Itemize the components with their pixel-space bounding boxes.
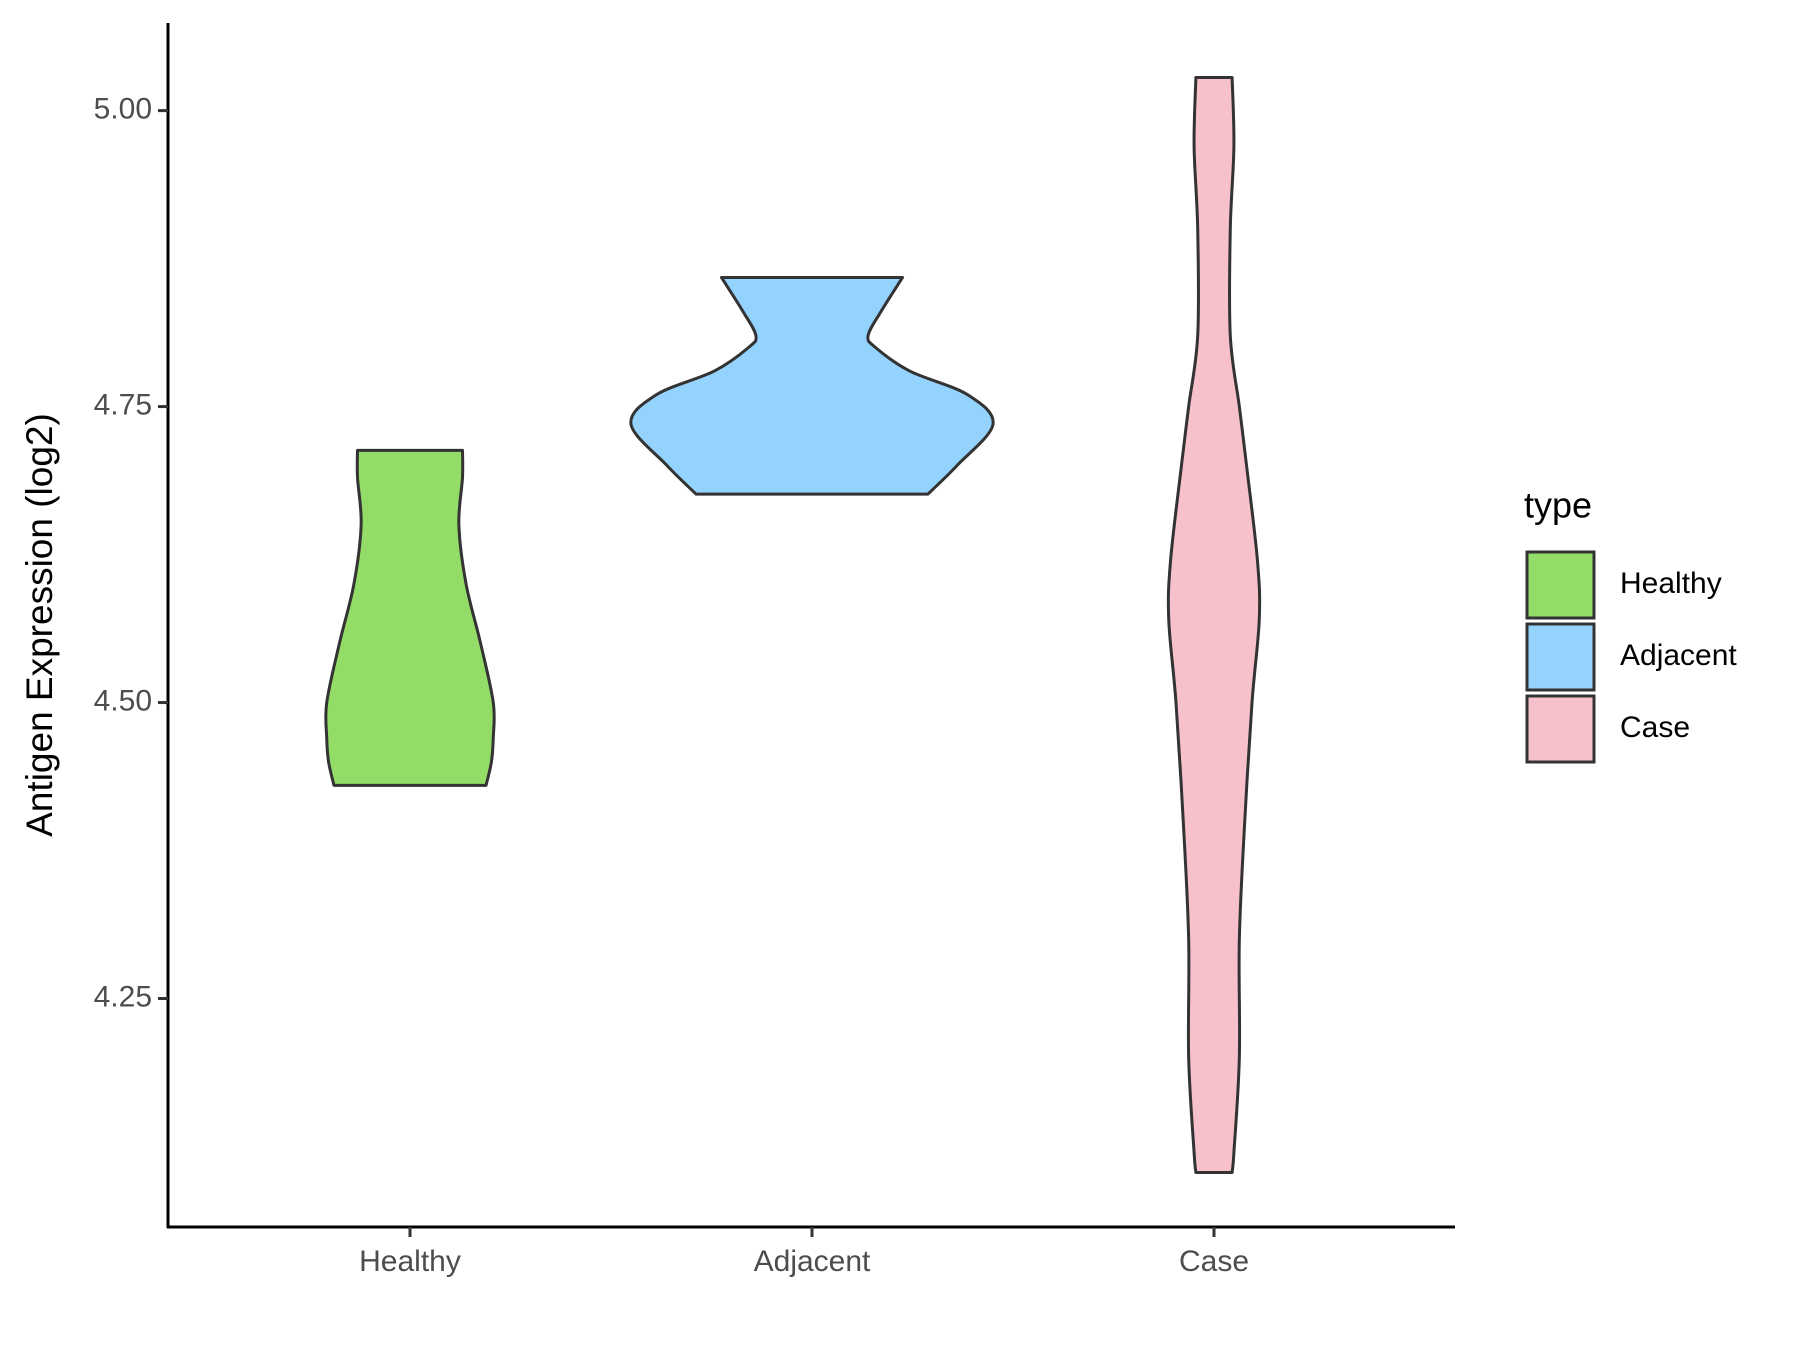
x-tick-label: Adjacent [754,1245,871,1278]
x-tick-label: Case [1179,1245,1249,1278]
violin [629,276,995,496]
x-tick-label: Healthy [359,1245,461,1278]
legend-label: Healthy [1620,567,1722,600]
legend-label: Adjacent [1620,639,1737,672]
y-tick-label: 5.00 [94,93,152,126]
y-axis-label: Antigen Expression (log2) [19,413,60,837]
legend-key [1525,622,1596,692]
legend-key [1525,550,1596,620]
y-tick-label: 4.25 [94,980,152,1013]
legend-label: Case [1620,711,1690,744]
legend-key [1525,694,1596,764]
violin [1166,75,1262,1175]
y-tick-label: 4.75 [94,388,152,421]
violin [324,448,496,787]
y-tick-label: 4.50 [94,684,152,717]
legend-title: type [1524,485,1592,526]
